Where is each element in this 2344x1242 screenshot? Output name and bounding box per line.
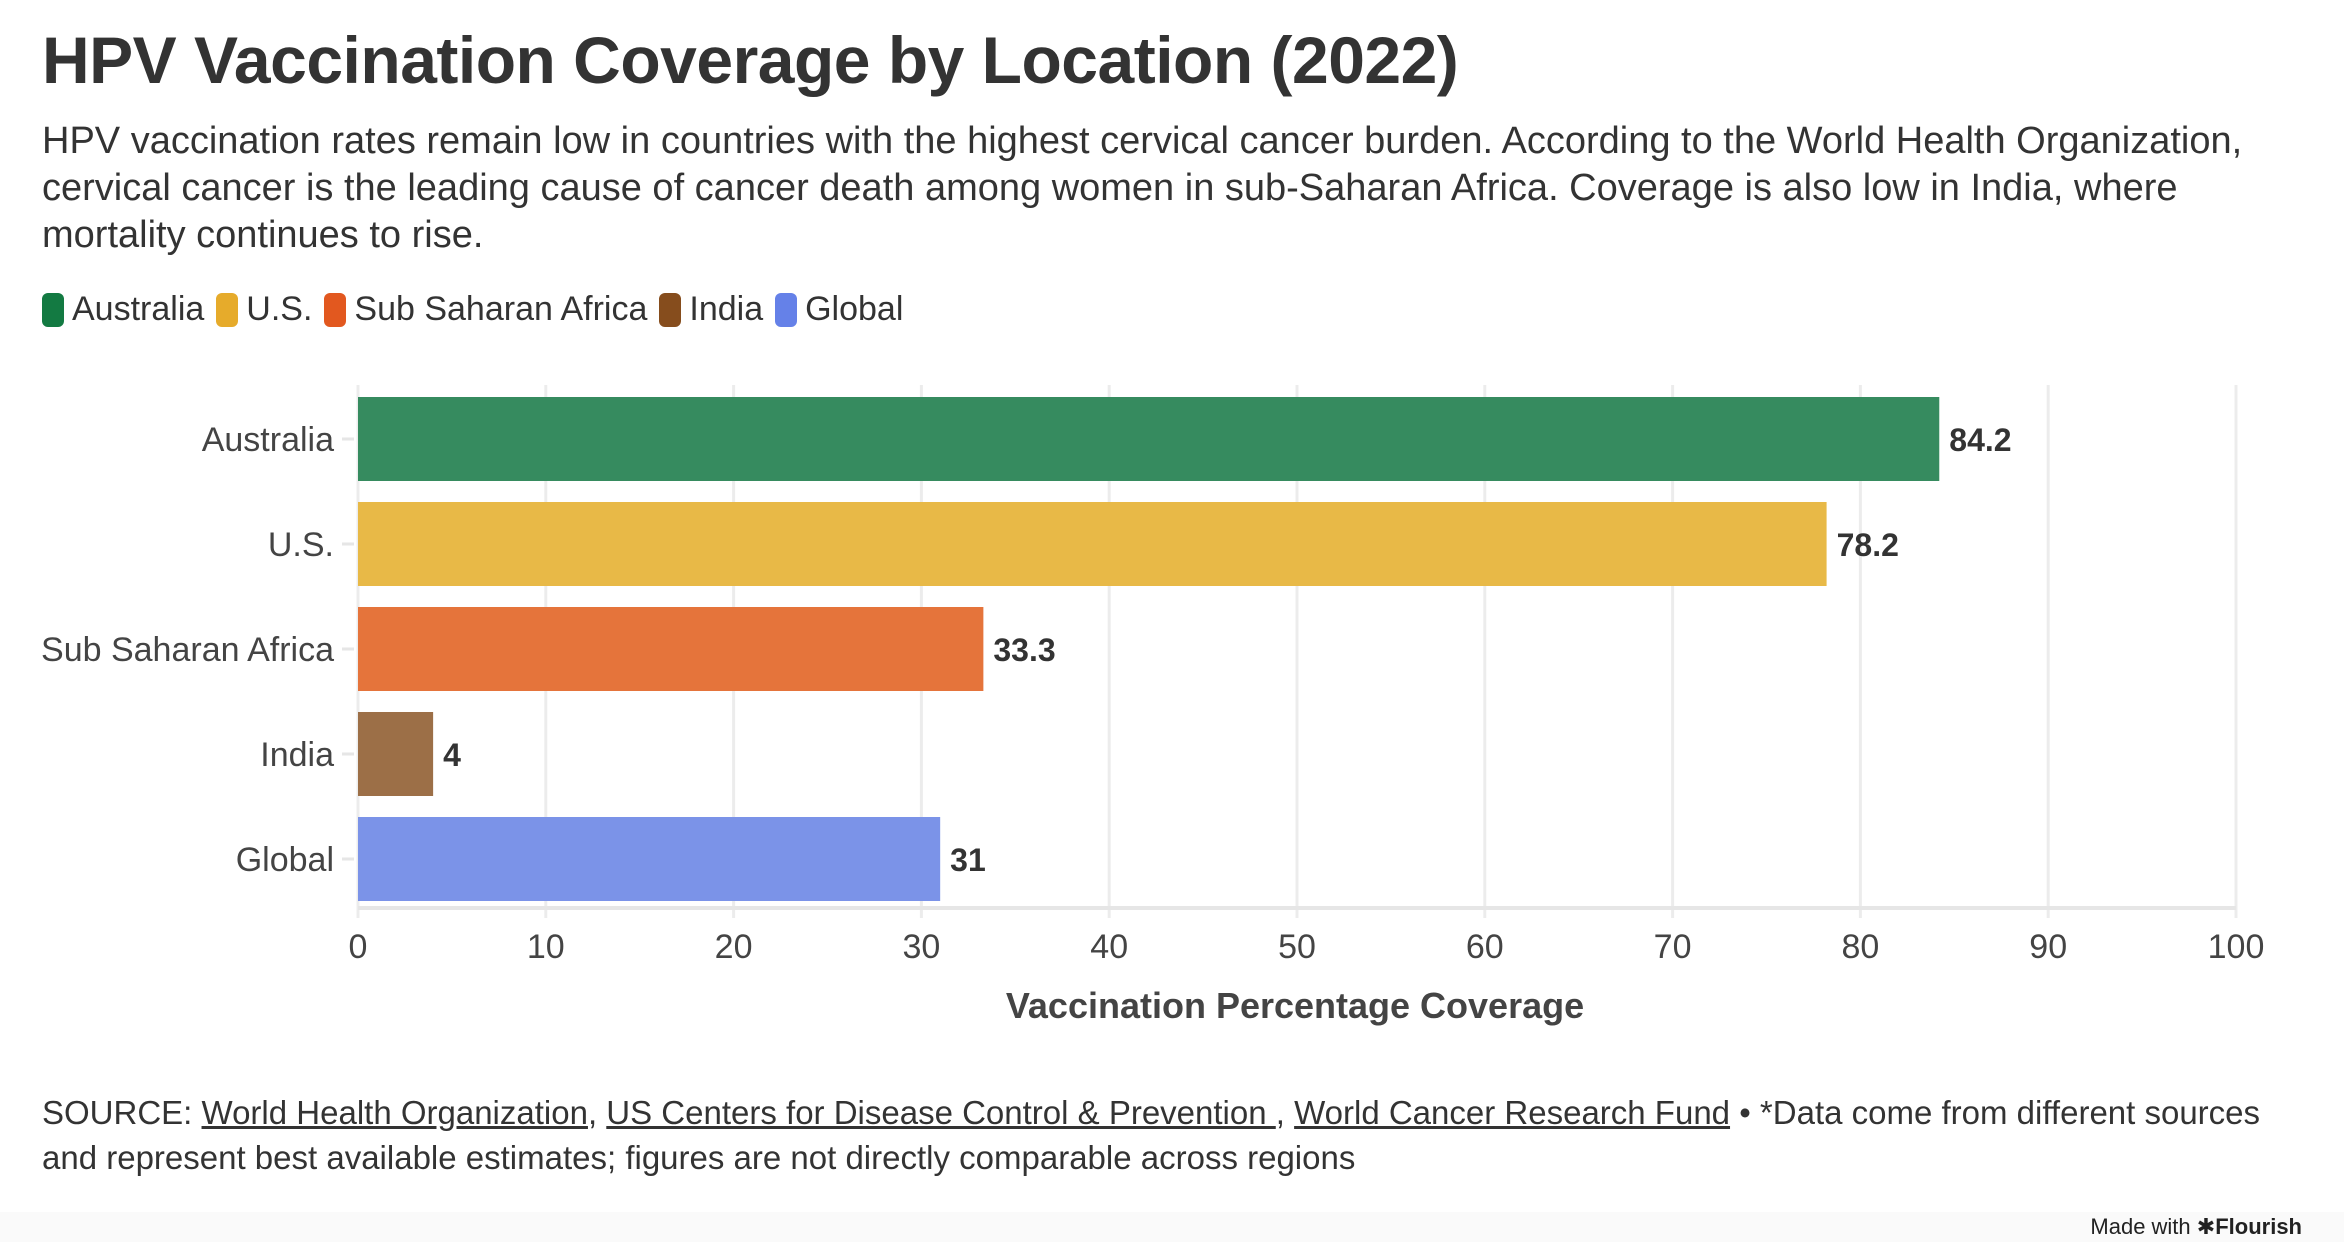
data-label: 78.2 <box>1837 527 1899 563</box>
data-label: 84.2 <box>1949 422 2011 458</box>
x-tick-label: 0 <box>349 928 368 966</box>
bar-u-s[interactable] <box>358 502 1827 586</box>
data-label: 31 <box>950 842 986 878</box>
source-link-who[interactable]: World Health Organization <box>201 1094 588 1131</box>
bar-india[interactable] <box>358 712 434 796</box>
legend-swatch <box>216 292 239 327</box>
legend-swatch <box>42 292 64 327</box>
data-label: 33.3 <box>993 632 1055 668</box>
x-tick-label: 100 <box>2208 928 2265 966</box>
source-separator: , <box>1275 1094 1295 1131</box>
flourish-brand: Flourish <box>2215 1214 2302 1239</box>
data-label: 4 <box>443 737 461 773</box>
legend-label: India <box>689 290 764 328</box>
source-link-cdc[interactable]: US Centers for Disease Control & Prevent… <box>606 1094 1276 1131</box>
legend-label: Sub Saharan Africa <box>354 290 648 328</box>
bar-australia[interactable] <box>358 397 1940 481</box>
bar-global[interactable] <box>358 817 941 901</box>
y-category-label: India <box>260 736 334 774</box>
legend-item-india[interactable]: India <box>659 290 763 329</box>
made-with-label: Made with <box>2090 1214 2197 1239</box>
x-axis-title: Vaccination Percentage Coverage <box>1005 985 1585 1026</box>
asterisk-icon: ✱ <box>2196 1214 2216 1239</box>
x-tick-label: 20 <box>715 928 753 966</box>
x-tick-label: 90 <box>2029 928 2067 966</box>
legend-item-australia[interactable]: Australia <box>42 290 204 329</box>
source-separator: , <box>587 1094 607 1131</box>
legend-label: U.S. <box>246 290 313 328</box>
legend-label: Global <box>805 290 904 328</box>
legend-swatch <box>775 292 798 327</box>
y-category-label: Sub Saharan Africa <box>41 631 334 669</box>
legend-item-global[interactable]: Global <box>775 290 903 329</box>
x-tick-label: 40 <box>1090 928 1128 966</box>
made-with-flourish[interactable]: Made with ✱Flourish <box>2090 1214 2302 1240</box>
source-link-wcrf[interactable]: World Cancer Research Fund <box>1294 1094 1731 1131</box>
x-tick-label: 10 <box>527 928 565 966</box>
source-note: SOURCE: World Health Organization, US Ce… <box>42 1090 2282 1180</box>
x-tick-label: 30 <box>902 928 940 966</box>
legend-item-sub-saharan-africa[interactable]: Sub Saharan Africa <box>324 290 647 329</box>
bar-chart: 0 10 20 30 40 50 60 70 80 90 100 Australia 84.2 U.S. 7… <box>41 385 2265 966</box>
source-note-text: • *Data come from different sources and … <box>42 1094 2261 1176</box>
chart-svg: 0 10 20 30 40 50 60 70 80 90 100 Australia 84.2 U.S. 7… <box>41 385 2265 966</box>
chart-title: HPV Vaccination Coverage by Location (20… <box>42 23 1459 97</box>
x-tick-label: 80 <box>1841 928 1879 966</box>
legend-swatch <box>659 292 682 327</box>
footer-bar <box>0 1212 2344 1242</box>
legend-item-us[interactable]: U.S. <box>216 290 312 329</box>
y-category-label: Australia <box>202 421 334 459</box>
source-prefix: SOURCE: <box>42 1094 202 1131</box>
x-tick-label: 50 <box>1278 928 1316 966</box>
y-category-label: Global <box>236 841 334 879</box>
chart-subtitle: HPV vaccination rates remain low in coun… <box>42 120 2243 256</box>
legend: Australia U.S. Sub Saharan Africa India … <box>42 290 915 329</box>
x-tick-label: 60 <box>1466 928 1504 966</box>
y-category-label: U.S. <box>268 526 334 564</box>
legend-swatch <box>324 292 347 327</box>
legend-label: Australia <box>72 290 205 328</box>
x-tick-label: 70 <box>1654 928 1692 966</box>
bar-sub-saharan-africa[interactable] <box>358 607 984 691</box>
